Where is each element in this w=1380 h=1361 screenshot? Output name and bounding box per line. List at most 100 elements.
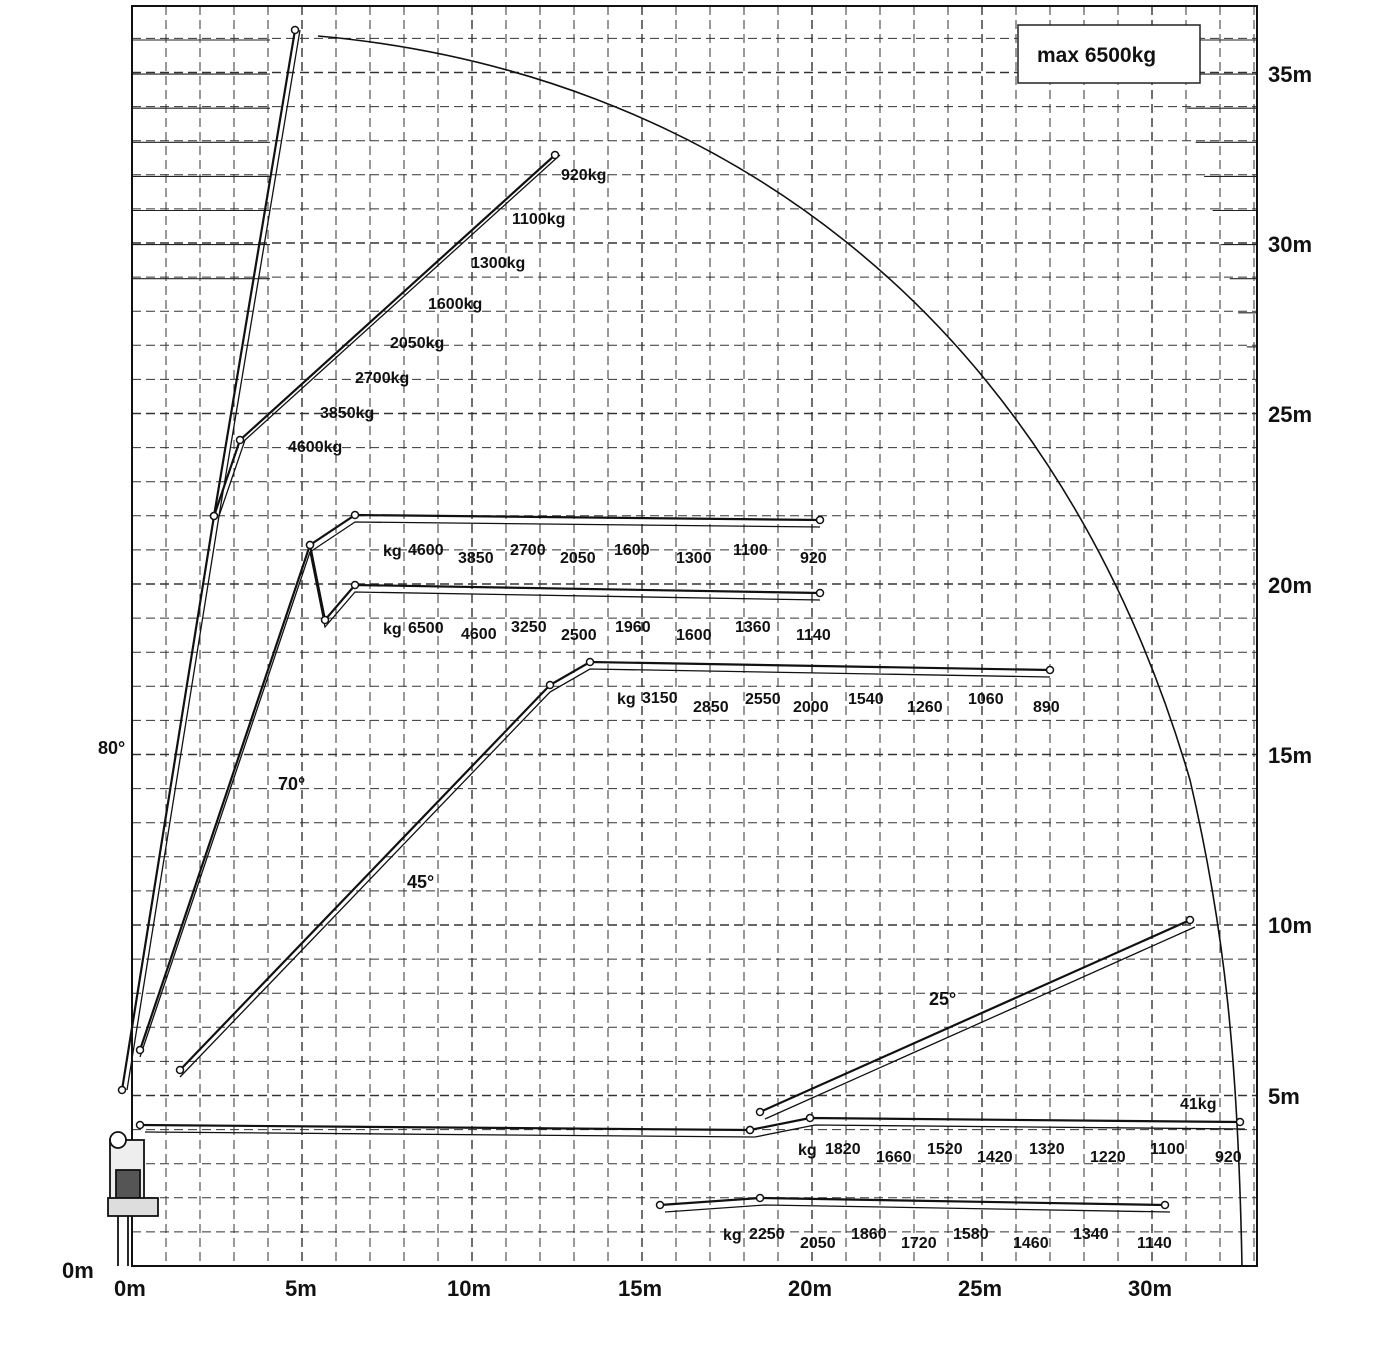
angle-labels: 80° 70° 45° 25° xyxy=(98,738,956,1009)
load-label: 1300kg xyxy=(471,255,525,272)
load-label-25: 41kg xyxy=(1180,1096,1216,1113)
max-load-box: max 6500kg xyxy=(1017,24,1201,84)
boom-joint xyxy=(209,511,219,521)
x-tick-label: 20m xyxy=(788,1276,832,1301)
boom-joint xyxy=(135,1045,145,1055)
boom-joint xyxy=(290,25,300,35)
boom-joint xyxy=(135,1120,145,1130)
y-tick-label: 20m xyxy=(1268,573,1312,598)
x-tick-label: 30m xyxy=(1128,1276,1172,1301)
load-label: 6500 xyxy=(408,620,444,637)
x-tick-label: 25m xyxy=(958,1276,1002,1301)
load-unit-label: kg xyxy=(723,1227,742,1244)
boom-joint xyxy=(320,615,330,625)
angle-label-80: 80° xyxy=(98,738,125,758)
load-label: 2850 xyxy=(693,699,729,716)
load-label: 3850 xyxy=(458,550,494,567)
load-label: 1600 xyxy=(614,542,650,559)
load-label: 3250 xyxy=(511,619,547,636)
boom-section-7 xyxy=(764,926,1196,1120)
load-label: 1340 xyxy=(1073,1226,1109,1243)
x-tick-label: 0m xyxy=(114,1276,146,1301)
load-label: 1520 xyxy=(927,1141,963,1158)
load-label: 1360 xyxy=(735,619,771,636)
boom-section-5 xyxy=(144,1131,756,1138)
max-load-label: max 6500kg xyxy=(1037,44,1156,67)
load-label: 2250 xyxy=(749,1226,785,1243)
load-label: 1140 xyxy=(1137,1235,1172,1252)
crane-base xyxy=(107,1131,159,1266)
boom-joint xyxy=(235,435,245,445)
x-axis-labels: 0m 5m 10m 15m 20m 25m 30m xyxy=(114,1276,1172,1301)
load-label: 2700kg xyxy=(355,370,409,387)
y-axis-labels: 0m 5m 10m 15m 20m 25m 30m 35m xyxy=(62,62,1312,1283)
load-label: 4600 xyxy=(408,542,444,559)
boom-joint xyxy=(175,1065,185,1075)
load-unit-label: kg xyxy=(617,691,636,708)
plot-frame xyxy=(131,5,1258,1267)
load-label: 1320 xyxy=(1029,1141,1065,1158)
load-label: 1300 xyxy=(676,550,712,567)
x-tick-label: 5m xyxy=(285,1276,317,1301)
y-tick-label: 0m xyxy=(62,1258,94,1283)
angle-label-45: 45° xyxy=(407,872,434,892)
grid xyxy=(132,6,1257,1266)
boom-section-2 xyxy=(138,513,821,1051)
load-label: 1660 xyxy=(876,1149,912,1166)
load-label: 3150 xyxy=(642,690,678,707)
load-label: 4600 xyxy=(461,626,497,643)
load-label: 1820 xyxy=(825,1141,861,1158)
boom-section-5 xyxy=(139,1123,751,1132)
boom-section-3 xyxy=(308,544,821,623)
load-label: 920kg xyxy=(561,167,606,184)
boom-section-7 xyxy=(759,918,1191,1114)
boom-joint xyxy=(550,150,560,160)
load-label: 2000 xyxy=(793,699,829,716)
load-label: 1860 xyxy=(851,1226,887,1243)
load-label: 2700 xyxy=(510,542,546,559)
load-label: 920 xyxy=(800,550,827,567)
boom-joint xyxy=(805,1113,815,1123)
boom-section-1 xyxy=(218,154,561,517)
load-label: 1220 xyxy=(1090,1149,1126,1166)
boom-joint xyxy=(745,1125,755,1135)
angle-label-25: 25° xyxy=(929,989,956,1009)
x-tick-label: 10m xyxy=(447,1276,491,1301)
loads-80-jib: 920kg 1100kg 1300kg 1600kg 2050kg 2700kg… xyxy=(288,167,606,456)
load-label: 1580 xyxy=(953,1226,989,1243)
load-label: 1100 xyxy=(1150,1141,1185,1158)
load-label: 1140 xyxy=(796,627,831,644)
load-label: 890 xyxy=(1033,699,1060,716)
load-unit-label: kg xyxy=(383,543,402,560)
boom-joint xyxy=(1160,1200,1170,1210)
reach-envelope xyxy=(317,35,1243,1267)
load-label: 1960 xyxy=(615,619,651,636)
boom-joint xyxy=(350,510,360,520)
load-label: 1100 xyxy=(733,542,768,559)
boom-joint xyxy=(305,540,315,550)
boom-section-3 xyxy=(309,551,821,629)
load-label: 4600kg xyxy=(288,439,342,456)
load-label: 1460 xyxy=(1013,1235,1049,1252)
boom-joint xyxy=(545,680,555,690)
boom-joint xyxy=(585,657,595,667)
boom-joint xyxy=(1045,665,1055,675)
load-label: 3850kg xyxy=(320,405,374,422)
boom-outlines xyxy=(117,25,1246,1213)
load-label: 1720 xyxy=(901,1235,937,1252)
boom-joint xyxy=(815,515,825,525)
load-label: 1260 xyxy=(907,699,943,716)
boom-section-6 xyxy=(754,1124,1246,1138)
boom-joint xyxy=(655,1200,665,1210)
boom-joint xyxy=(755,1193,765,1203)
boom-section-2 xyxy=(139,521,821,1058)
x-tick-label: 15m xyxy=(618,1276,662,1301)
load-label: 2050kg xyxy=(390,335,444,352)
load-label: 1420 xyxy=(977,1149,1013,1166)
boom-joint xyxy=(1185,915,1195,925)
boom-joint xyxy=(350,580,360,590)
loads-lower: kg 2250 2050 1860 1720 1580 1460 1340 11… xyxy=(723,1226,1172,1252)
y-tick-label: 15m xyxy=(1268,743,1312,768)
load-label: 2050 xyxy=(560,550,596,567)
